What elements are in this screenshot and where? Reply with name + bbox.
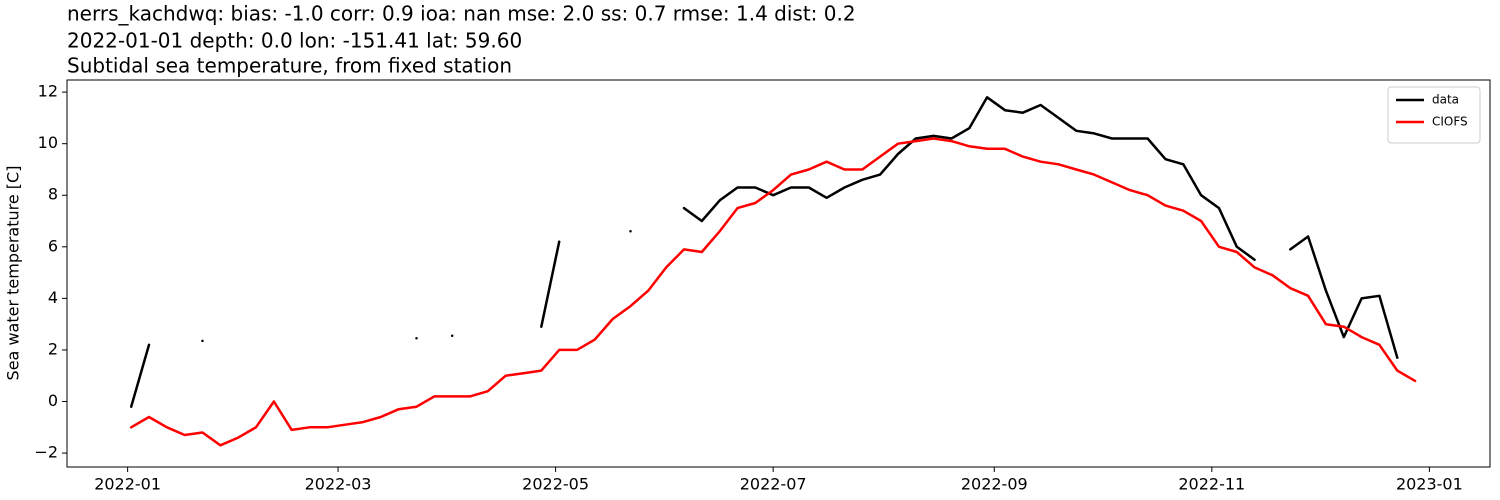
legend-label: data bbox=[1432, 93, 1459, 107]
y-tick-label: 8 bbox=[48, 185, 58, 204]
x-tick-label: 2022-01 bbox=[94, 475, 161, 494]
legend-label: CIOFS bbox=[1432, 115, 1468, 129]
y-tick-label: 0 bbox=[48, 391, 58, 410]
y-tick-label: 2 bbox=[48, 339, 58, 358]
x-tick-label: 2023-01 bbox=[1396, 475, 1463, 494]
y-axis-label: Sea water temperature [C] bbox=[4, 166, 23, 381]
y-tick-label: −2 bbox=[34, 443, 58, 462]
chart-subtitle: Subtidal sea temperature, from fixed sta… bbox=[67, 54, 512, 78]
y-tick-label: 4 bbox=[48, 288, 58, 307]
y-tick-label: 12 bbox=[38, 82, 58, 101]
y-tick-label: 6 bbox=[48, 236, 58, 255]
x-tick-label: 2022-03 bbox=[305, 475, 372, 494]
x-tick-label: 2022-11 bbox=[1178, 475, 1245, 494]
x-tick-label: 2022-05 bbox=[522, 475, 589, 494]
x-tick-label: 2022-09 bbox=[961, 475, 1028, 494]
chart-title: nerrs_kachdwq: bias: -1.0 corr: 0.9 ioa:… bbox=[67, 2, 856, 26]
y-tick-label: 10 bbox=[38, 133, 58, 152]
x-tick-label: 2022-07 bbox=[740, 475, 807, 494]
chart-subtitle: 2022-01-01 depth: 0.0 lon: -151.41 lat: … bbox=[67, 29, 522, 53]
data-line bbox=[129, 137, 1417, 447]
plot-frame bbox=[66, 79, 1491, 468]
data-line bbox=[129, 96, 1399, 408]
